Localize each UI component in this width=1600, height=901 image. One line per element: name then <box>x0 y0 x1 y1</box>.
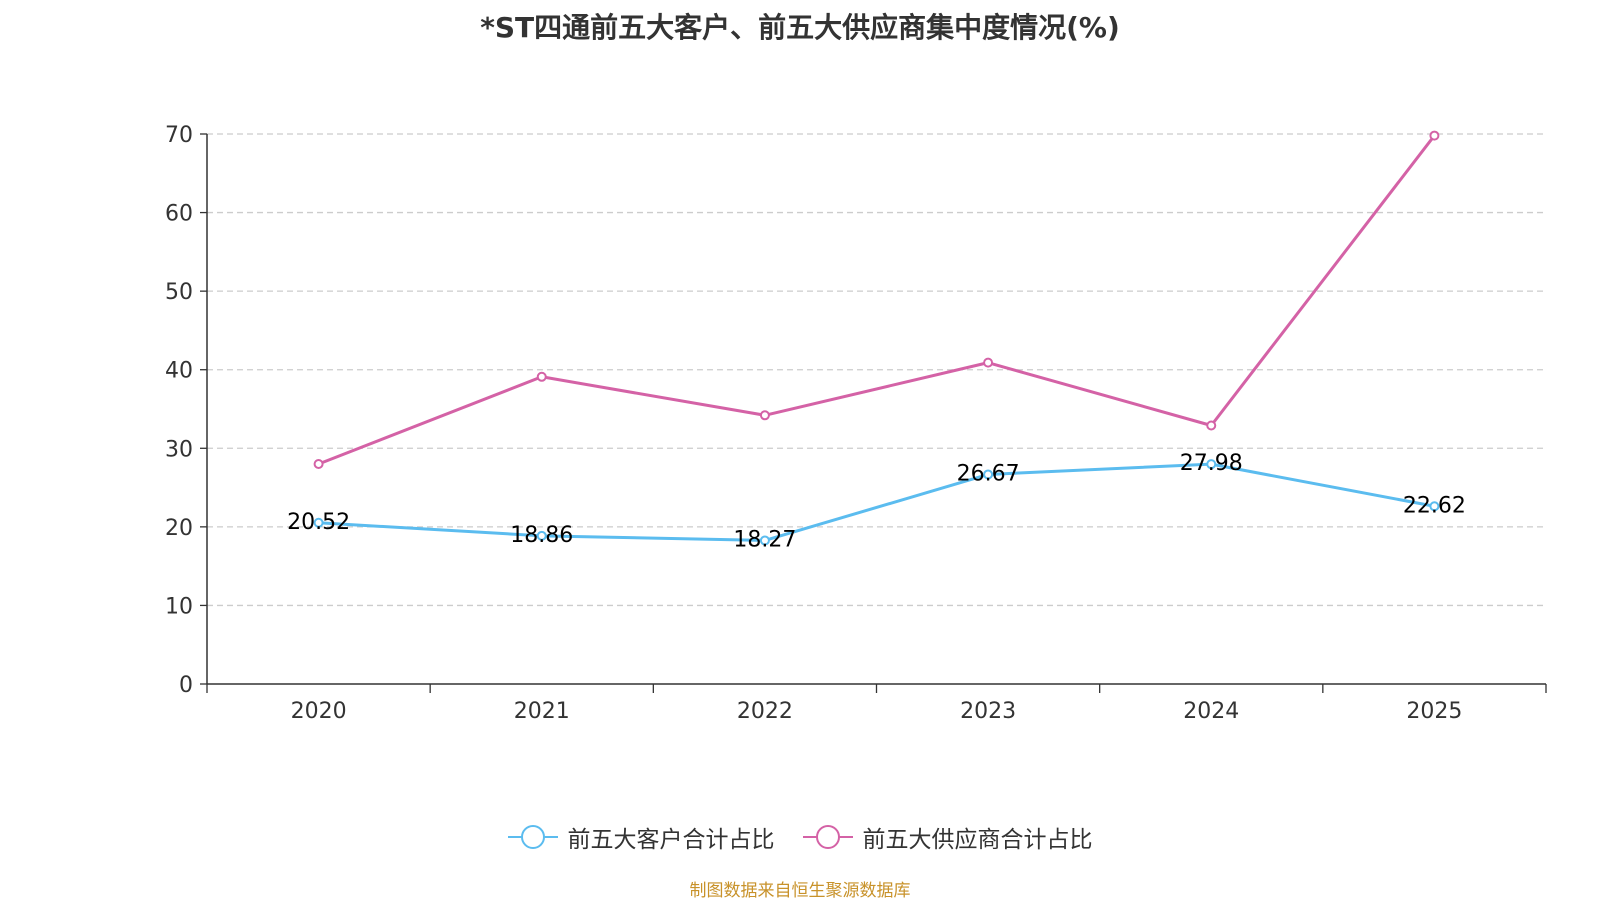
x-tick-label-2023: 2023 <box>960 699 1016 724</box>
y-tick-label-10: 10 <box>165 594 193 619</box>
series-1-point-2022 <box>759 410 770 421</box>
y-tick-label-30: 30 <box>165 437 193 462</box>
y-tick-label-40: 40 <box>165 359 193 384</box>
y-tick-label-50: 50 <box>165 280 193 305</box>
axes: 0 10 20 30 40 50 60 70 2020 2021 2022 2023 2024 2025 <box>165 123 1547 724</box>
series-0-point-2021 <box>536 530 547 541</box>
series-1-point-2020 <box>313 459 324 469</box>
series-1-point-2024 <box>1206 420 1217 431</box>
source-note: 制图数据来自恒生聚源数据库 <box>689 881 911 901</box>
series-1-point-2021 <box>536 371 547 382</box>
data-label-2024: 27.98 <box>1180 451 1243 476</box>
series-0-point-2022 <box>759 535 770 546</box>
chart-title: *ST四通前五大客户、前五大供应商集中度情况(%) <box>480 11 1120 44</box>
legend-suppliers-icon <box>802 825 853 849</box>
x-tick-label-2022: 2022 <box>737 699 793 724</box>
grid-lines <box>207 133 1546 607</box>
legend-suppliers-label: 前五大供应商合计占比 <box>862 827 1093 853</box>
legend-item-suppliers[interactable]: 前五大供应商合计占比 <box>802 820 1093 854</box>
series <box>313 130 1440 546</box>
data-label-2022: 18.27 <box>733 527 796 552</box>
series-0-point-2020 <box>313 517 324 528</box>
series-0-point-2024 <box>1206 459 1217 470</box>
data-label-2025: 22.62 <box>1403 493 1466 518</box>
legend: 前五大客户合计占比 前五大供应商合计占比 <box>0 820 1600 854</box>
x-tick-label-2024: 2024 <box>1183 699 1239 724</box>
data-label-2021: 18.86 <box>510 523 573 548</box>
y-tick-label-0: 0 <box>179 673 193 698</box>
series-line-1 <box>318 134 1436 466</box>
data-label-2020: 20.52 <box>287 510 350 535</box>
data-labels: 20.52 18.86 18.27 26.67 27.98 22.62 <box>287 451 1466 552</box>
y-tick-label-20: 20 <box>165 516 193 541</box>
legend-item-customers[interactable]: 前五大客户合计占比 <box>507 820 775 854</box>
legend-customers-icon <box>507 825 558 849</box>
x-tick-label-2025: 2025 <box>1406 699 1462 724</box>
x-tick-label-2021: 2021 <box>514 699 570 724</box>
x-tick-label-2020: 2020 <box>291 699 347 724</box>
series-0-point-2025 <box>1429 501 1440 512</box>
data-label-2023: 26.67 <box>957 461 1020 486</box>
series-1-point-2025 <box>1429 130 1440 141</box>
series-line-0 <box>318 462 1435 542</box>
series-0-point-2023 <box>983 469 994 480</box>
y-tick-label-60: 60 <box>165 202 193 227</box>
y-tick-label-70: 70 <box>165 123 193 148</box>
series-1-point-2023 <box>983 357 994 368</box>
legend-customers-label: 前五大客户合计占比 <box>567 827 775 853</box>
